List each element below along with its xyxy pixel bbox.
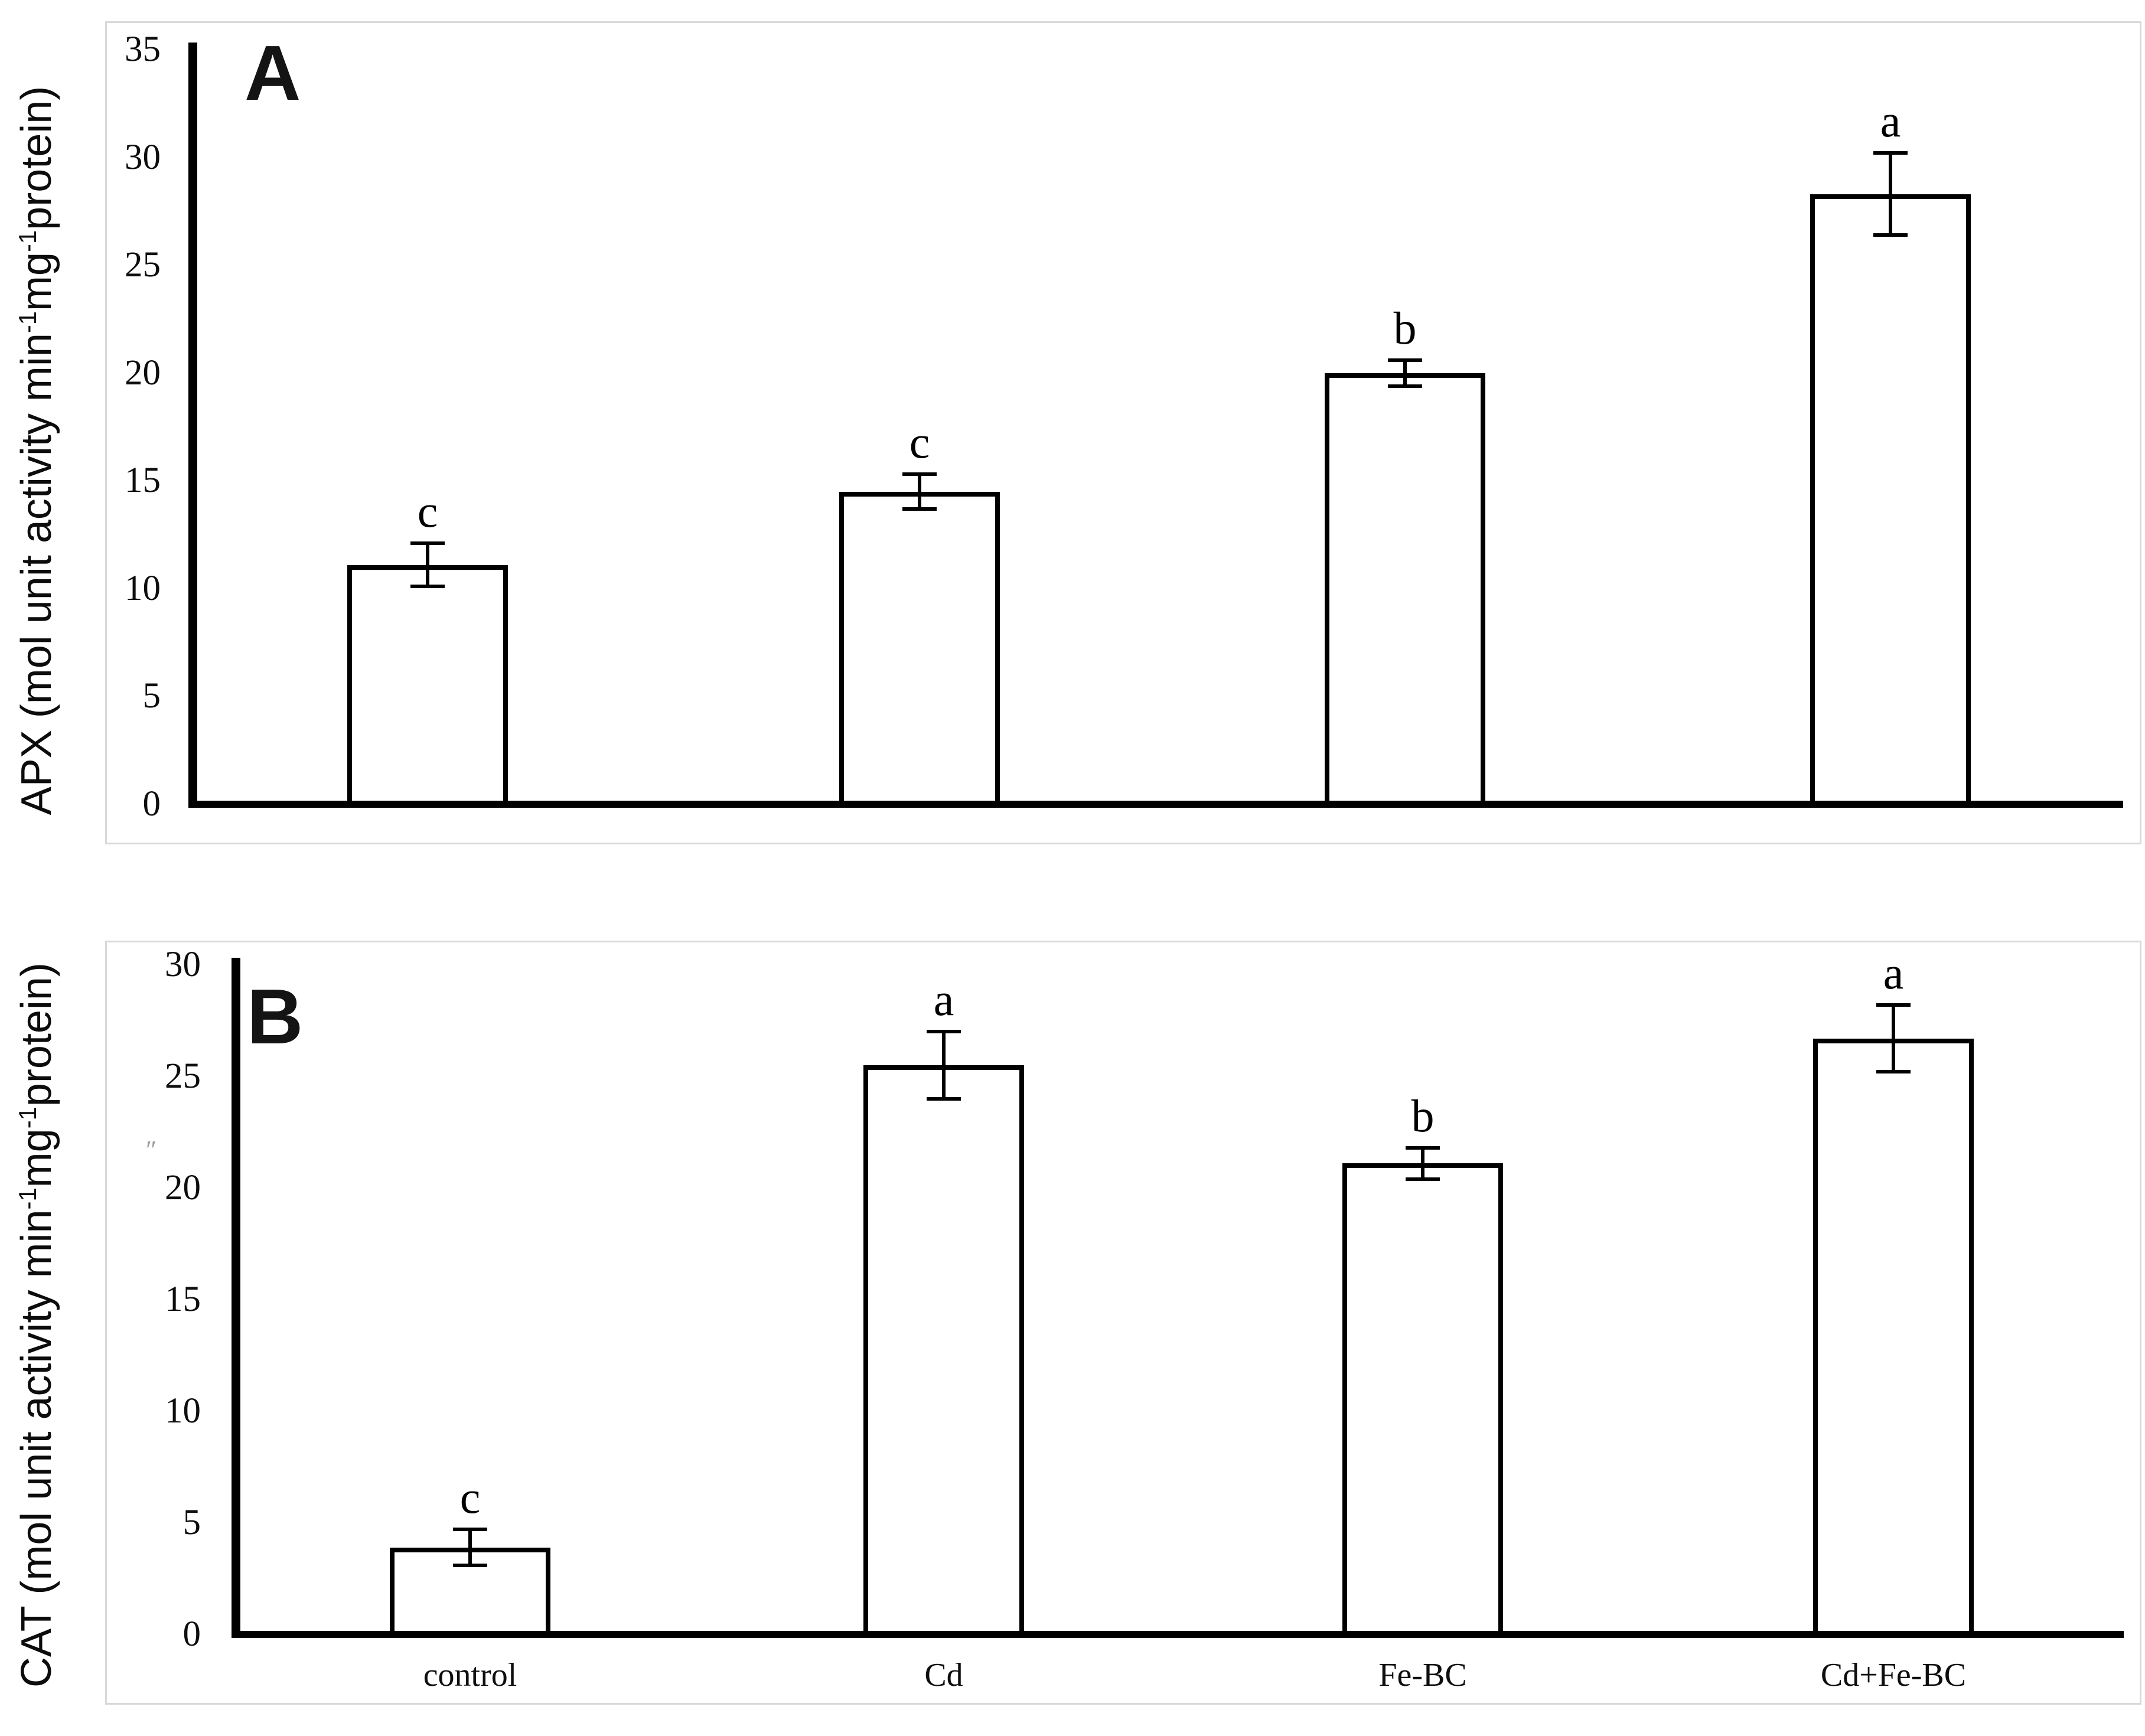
- error-bar-cap-top: [902, 472, 937, 476]
- y-axis-tick-label: 5: [142, 676, 161, 716]
- panel-letter-b: B: [247, 973, 304, 1060]
- error-bar-cap-top: [410, 541, 445, 545]
- y-axis-tick-label: 35: [125, 30, 161, 69]
- superscript: -1: [14, 1107, 41, 1129]
- error-bar-cap-bottom: [927, 1097, 961, 1101]
- error-bar-cap-top: [1873, 151, 1908, 155]
- x-axis-tick-label-fe-bc: Fe-BC: [1378, 1657, 1467, 1693]
- significance-letter: c: [459, 1471, 481, 1523]
- y-axis-label-cat-text: protein): [13, 962, 60, 1107]
- significance-letter: c: [909, 416, 930, 468]
- error-bar-cap-top: [1406, 1146, 1440, 1150]
- y-axis-tick-label: 25: [125, 245, 161, 285]
- y-axis-tick-label: 0: [142, 784, 161, 824]
- bar-cd: [863, 1065, 1024, 1638]
- bar-fe-bc: [1342, 1163, 1503, 1638]
- y-axis-tick-label: 20: [165, 1168, 201, 1208]
- error-bar-whisker: [468, 1529, 472, 1565]
- error-bar-cap-bottom: [1873, 233, 1908, 237]
- y-axis-line: [232, 958, 240, 1638]
- significance-letter: a: [1883, 947, 1904, 998]
- y-axis-tick-label: 25: [165, 1056, 201, 1096]
- y-axis-tick-label: 15: [125, 461, 161, 500]
- error-bar-cap-bottom: [453, 1564, 487, 1567]
- error-bar-cap-top: [927, 1030, 961, 1033]
- error-bar-whisker: [1403, 360, 1407, 386]
- panel-letter-a: A: [245, 30, 301, 116]
- bar-cd-fe-bc: [1813, 1039, 1974, 1638]
- x-axis-tick-label-control: control: [423, 1657, 517, 1693]
- error-bar-cap-bottom: [410, 585, 445, 588]
- significance-letter: b: [1393, 302, 1417, 354]
- significance-letter: a: [1880, 95, 1901, 146]
- x-axis-tick-label-cd: Cd: [924, 1657, 963, 1693]
- y-axis-label-cat-text: mg: [13, 1128, 60, 1188]
- error-bar-cap-bottom: [902, 507, 937, 511]
- y-axis-tick-label: 20: [125, 353, 161, 393]
- y-axis-line: [188, 43, 197, 808]
- error-bar-whisker: [1421, 1148, 1424, 1179]
- error-bar-cap-top: [1388, 358, 1422, 362]
- superscript: -1: [14, 311, 41, 334]
- significance-letter: c: [417, 485, 438, 537]
- x-axis-line: [188, 801, 2123, 808]
- significance-letter: a: [933, 974, 954, 1025]
- y-axis-tick-label: 30: [165, 945, 201, 984]
- bar-control: [347, 565, 508, 808]
- error-bar-cap-top: [1876, 1003, 1911, 1007]
- bar-fe-bc: [1325, 373, 1485, 808]
- error-bar-cap-top: [453, 1528, 487, 1531]
- y-axis-tick-label: 5: [182, 1503, 201, 1542]
- error-bar-whisker: [426, 543, 429, 586]
- error-bar-cap-bottom: [1388, 384, 1422, 388]
- y-axis-tick-label: 15: [165, 1280, 201, 1319]
- error-bar-cap-bottom: [1406, 1177, 1440, 1181]
- significance-letter: b: [1411, 1090, 1435, 1141]
- error-bar-whisker: [1889, 153, 1892, 235]
- error-bar-whisker: [918, 474, 921, 508]
- superscript: -1: [14, 1187, 41, 1210]
- x-axis-line: [232, 1631, 2124, 1638]
- bar-cd: [839, 492, 1000, 808]
- x-axis-tick-label-cd-fe-bc: Cd+Fe-BC: [1820, 1657, 1967, 1693]
- error-bar-cap-bottom: [1876, 1070, 1911, 1073]
- bar-cd-fe-bc: [1810, 194, 1971, 808]
- y-axis-tick-label: 10: [125, 569, 161, 608]
- y-axis-tick-label: 30: [125, 138, 161, 177]
- y-axis-tick-label: 10: [165, 1391, 201, 1431]
- y-axis-label-cat-text: CAT (mol unit activity min: [13, 1209, 60, 1688]
- y-axis-tick-label: 0: [182, 1614, 201, 1654]
- error-bar-whisker: [1892, 1005, 1895, 1072]
- stray-mark: ″: [146, 1135, 157, 1164]
- error-bar-whisker: [942, 1032, 946, 1098]
